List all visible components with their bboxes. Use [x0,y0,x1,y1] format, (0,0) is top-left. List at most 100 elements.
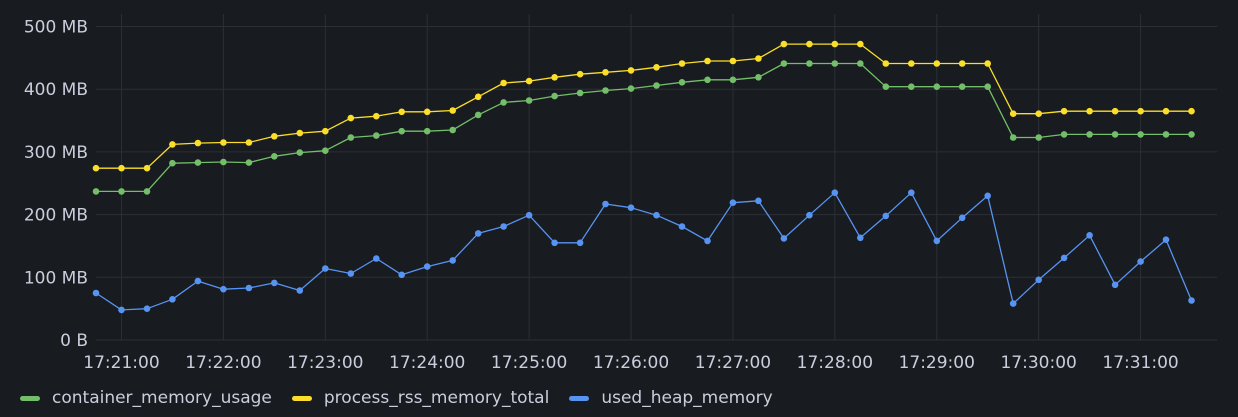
data-point-process-rss-memory-total[interactable] [933,60,941,67]
data-point-used-heap-memory[interactable] [729,199,737,206]
data-point-container-memory-usage[interactable] [220,158,227,166]
data-point-process-rss-memory-total[interactable] [984,60,991,67]
data-point-process-rss-memory-total[interactable] [1009,110,1017,117]
data-point-process-rss-memory-total[interactable] [831,40,839,48]
data-point-used-heap-memory[interactable] [551,239,558,247]
data-point-container-memory-usage[interactable] [958,83,966,90]
data-point-container-memory-usage[interactable] [704,76,711,84]
data-point-used-heap-memory[interactable] [1188,297,1195,304]
data-point-used-heap-memory[interactable] [245,284,253,292]
data-point-container-memory-usage[interactable] [933,83,941,90]
data-point-process-rss-memory-total[interactable] [220,139,227,146]
data-point-used-heap-memory[interactable] [780,235,788,242]
data-point-used-heap-memory[interactable] [398,271,406,279]
data-point-process-rss-memory-total[interactable] [169,141,176,148]
data-point-process-rss-memory-total[interactable] [373,112,380,120]
legend-item-container-memory-usage[interactable]: container_memory_usage [20,388,272,408]
data-point-process-rss-memory-total[interactable] [627,67,635,74]
data-point-process-rss-memory-total[interactable] [1035,110,1042,117]
data-point-used-heap-memory[interactable] [627,204,635,211]
data-point-container-memory-usage[interactable] [882,83,890,90]
data-point-process-rss-memory-total[interactable] [908,60,915,67]
data-point-used-heap-memory[interactable] [857,234,864,242]
data-point-used-heap-memory[interactable] [1060,254,1068,262]
data-point-process-rss-memory-total[interactable] [1060,107,1068,115]
data-point-container-memory-usage[interactable] [143,188,151,195]
data-point-container-memory-usage[interactable] [602,87,609,94]
data-point-used-heap-memory[interactable] [1086,232,1093,239]
data-point-used-heap-memory[interactable] [602,200,609,208]
data-point-process-rss-memory-total[interactable] [92,164,100,172]
data-point-process-rss-memory-total[interactable] [296,129,304,137]
data-point-used-heap-memory[interactable] [500,223,507,230]
data-point-process-rss-memory-total[interactable] [704,57,711,65]
data-point-process-rss-memory-total[interactable] [474,93,482,101]
data-point-container-memory-usage[interactable] [1035,134,1042,141]
data-point-used-heap-memory[interactable] [933,237,941,245]
data-point-container-memory-usage[interactable] [169,159,176,167]
data-point-process-rss-memory-total[interactable] [423,108,431,116]
data-point-process-rss-memory-total[interactable] [576,70,584,78]
data-point-used-heap-memory[interactable] [322,265,329,272]
data-point-used-heap-memory[interactable] [92,289,100,297]
data-point-used-heap-memory[interactable] [1162,236,1170,243]
data-point-container-memory-usage[interactable] [398,127,406,135]
data-point-used-heap-memory[interactable] [118,306,125,314]
data-point-process-rss-memory-total[interactable] [806,40,813,48]
data-point-used-heap-memory[interactable] [576,239,584,247]
data-point-container-memory-usage[interactable] [449,126,457,134]
data-point-container-memory-usage[interactable] [92,188,100,195]
data-point-process-rss-memory-total[interactable] [1137,107,1144,115]
data-point-used-heap-memory[interactable] [1009,300,1017,307]
data-point-container-memory-usage[interactable] [296,149,304,156]
data-point-container-memory-usage[interactable] [908,83,915,90]
data-point-container-memory-usage[interactable] [373,132,380,139]
data-point-used-heap-memory[interactable] [194,277,202,285]
data-point-process-rss-memory-total[interactable] [857,40,864,48]
data-point-process-rss-memory-total[interactable] [245,139,253,146]
data-point-container-memory-usage[interactable] [194,159,202,166]
data-point-container-memory-usage[interactable] [729,76,737,84]
data-point-container-memory-usage[interactable] [271,153,278,160]
data-point-used-heap-memory[interactable] [984,192,991,200]
data-point-used-heap-memory[interactable] [474,230,482,237]
data-point-process-rss-memory-total[interactable] [525,77,533,85]
data-point-container-memory-usage[interactable] [347,134,355,141]
data-point-container-memory-usage[interactable] [423,127,431,135]
data-point-process-rss-memory-total[interactable] [678,60,686,67]
data-point-used-heap-memory[interactable] [1137,258,1144,265]
data-point-process-rss-memory-total[interactable] [322,127,329,135]
data-point-process-rss-memory-total[interactable] [1086,107,1093,115]
data-point-process-rss-memory-total[interactable] [882,60,890,67]
data-point-container-memory-usage[interactable] [245,159,253,166]
data-point-container-memory-usage[interactable] [576,89,584,97]
data-point-container-memory-usage[interactable] [627,85,635,92]
data-point-process-rss-memory-total[interactable] [551,74,558,81]
data-point-used-heap-memory[interactable] [958,214,966,222]
data-point-container-memory-usage[interactable] [474,111,482,119]
data-point-process-rss-memory-total[interactable] [347,114,355,122]
data-point-used-heap-memory[interactable] [1035,276,1042,284]
data-point-used-heap-memory[interactable] [678,223,686,230]
data-point-used-heap-memory[interactable] [525,211,533,219]
data-point-container-memory-usage[interactable] [551,92,558,100]
data-point-container-memory-usage[interactable] [525,97,533,104]
data-point-used-heap-memory[interactable] [704,237,711,245]
data-point-container-memory-usage[interactable] [1086,131,1093,138]
data-point-used-heap-memory[interactable] [220,285,227,293]
data-point-container-memory-usage[interactable] [1009,134,1017,141]
data-point-used-heap-memory[interactable] [1111,281,1119,289]
data-point-process-rss-memory-total[interactable] [653,64,660,71]
data-point-container-memory-usage[interactable] [780,60,788,67]
data-point-process-rss-memory-total[interactable] [1111,107,1119,115]
data-point-used-heap-memory[interactable] [373,255,380,262]
data-point-container-memory-usage[interactable] [806,60,813,67]
data-point-container-memory-usage[interactable] [678,79,686,86]
data-point-used-heap-memory[interactable] [806,211,813,219]
data-point-process-rss-memory-total[interactable] [602,69,609,76]
data-point-used-heap-memory[interactable] [449,257,457,264]
data-point-used-heap-memory[interactable] [271,279,278,287]
data-point-process-rss-memory-total[interactable] [755,55,762,62]
data-point-used-heap-memory[interactable] [296,287,304,294]
data-point-container-memory-usage[interactable] [857,60,864,67]
